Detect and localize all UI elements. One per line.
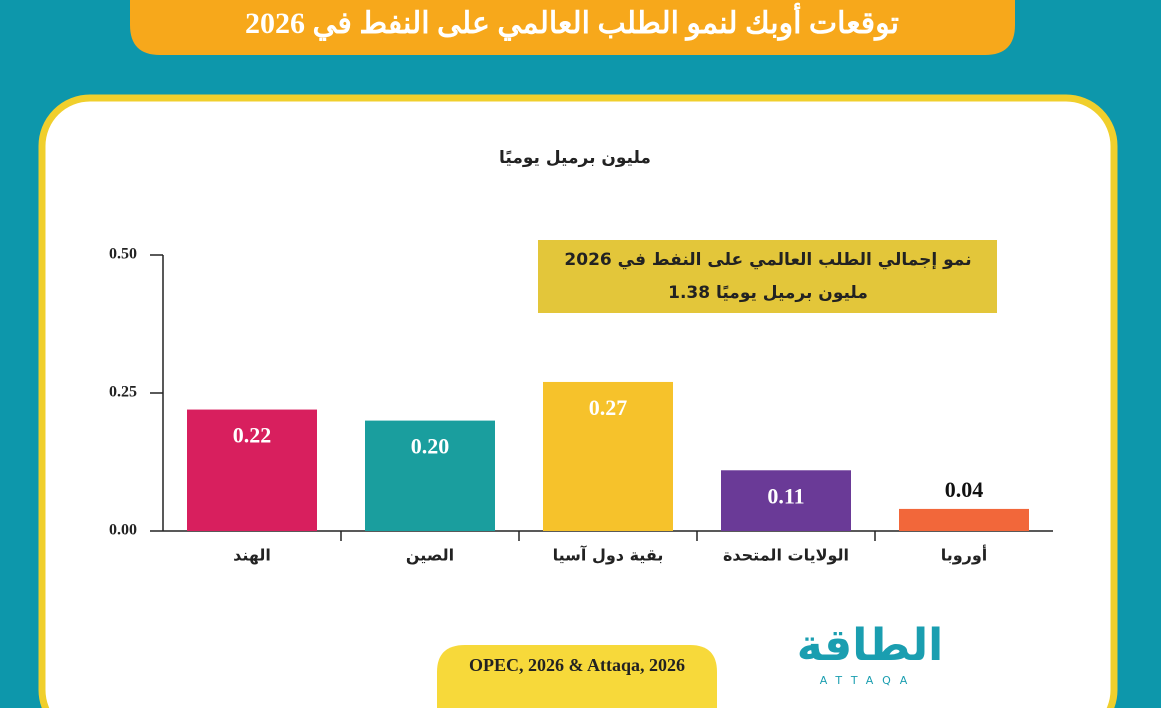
source: OPEC, 2026 & Attaqa, 2026 [469,655,685,675]
value-label: 0.04 [945,477,984,502]
value-label: 0.22 [233,423,272,448]
brand-logo: الطاقة [797,620,943,671]
x-tick-label: أوروبا [941,545,988,565]
annotation-line: نمو إجمالي الطلب العالمي على النفط في 20… [564,250,971,270]
y-tick-label: 0.00 [109,522,137,539]
bar [365,420,495,531]
x-tick-label: بقية دول آسيا [553,545,664,565]
bar [899,508,1029,531]
bar [187,409,317,531]
bar [543,381,673,531]
page-title: توقعات أوبك لنمو الطلب العالمي على النفط… [245,2,899,41]
y-tick-label: 0.50 [109,246,137,263]
unit-label: مليون برميل يوميًا [499,148,651,168]
x-tick-label: الولايات المتحدة [723,546,849,565]
y-tick-label: 0.25 [109,384,137,401]
value-label: 0.11 [767,483,804,508]
value-label: 0.20 [411,434,450,459]
bar [721,470,851,531]
x-tick-label: الصين [406,546,454,565]
source-pill [437,645,717,708]
annotation-box [538,240,997,313]
x-tick-label: الهند [233,546,271,565]
annotation-line: 1.38 مليون برميل يوميًا [668,283,868,303]
brand-latin: ATTAQA [820,674,917,687]
value-label: 0.27 [589,395,628,420]
title-banner [130,0,1015,55]
